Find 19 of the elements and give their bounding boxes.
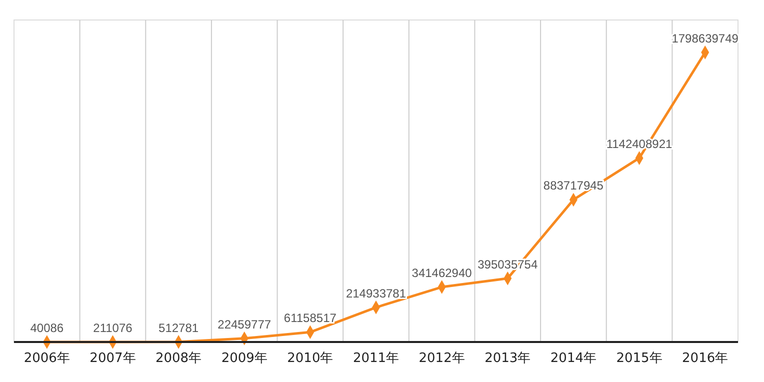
data-label: 214933781 [346, 286, 406, 300]
x-tick-label: 2015年 [616, 351, 662, 366]
data-label: 211076 [93, 320, 133, 335]
x-tick-label: 2009年 [221, 351, 268, 366]
x-tick-label: 2010年 [287, 351, 334, 366]
data-label: 1798639749 [672, 31, 739, 46]
x-tick-label: 2012年 [418, 351, 465, 366]
x-tick-label: 2006年 [24, 351, 70, 366]
x-tick-label: 2013年 [484, 351, 531, 366]
x-tick-label: 2007年 [90, 351, 136, 366]
data-label: 512781 [158, 320, 199, 335]
data-label: 22459777 [218, 317, 272, 332]
x-tick-label: 2008年 [156, 351, 202, 366]
x-tick-label: 2016年 [682, 351, 728, 366]
data-label: 61158517 [284, 311, 337, 326]
data-label: 40086 [30, 320, 64, 335]
x-tick-label: 2014年 [550, 351, 596, 366]
x-tick-label: 2011年 [352, 351, 400, 366]
data-label: 341462940 [412, 266, 472, 280]
